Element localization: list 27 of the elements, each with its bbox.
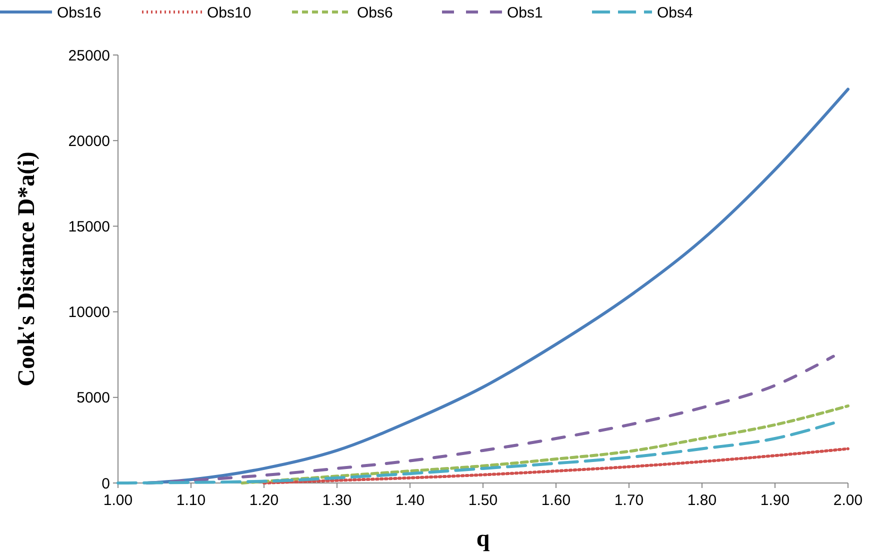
y-tick-label: 10000 (68, 304, 110, 322)
legend-label: Obs1 (507, 4, 543, 22)
y-tick-label: 20000 (68, 132, 110, 150)
line-series (240, 404, 850, 484)
x-tick-label: 1.90 (760, 492, 790, 509)
y-axis-title: Cook's Distance D*a(i) (14, 152, 40, 386)
y-tick-label: 15000 (68, 218, 110, 236)
y-tick-label: 0 (102, 475, 110, 492)
legend-label: Obs10 (207, 4, 252, 22)
line-series (116, 422, 835, 484)
x-tick-label: 1.40 (395, 492, 425, 509)
x-tick-label: 1.00 (103, 492, 133, 509)
x-tick-label: 1.20 (249, 492, 279, 509)
x-tick-label: 1.30 (322, 492, 352, 509)
legend-label: Obs16 (57, 4, 102, 22)
y-tick-label: 25000 (68, 47, 110, 64)
x-tick-label: 2.00 (833, 492, 863, 509)
legend-label: Obs4 (657, 4, 693, 22)
x-tick-label: 1.80 (687, 492, 717, 509)
x-tick-label: 1.70 (614, 492, 644, 509)
x-tick-label: 1.50 (468, 492, 498, 509)
x-tick-label: 1.60 (541, 492, 571, 509)
line-series (262, 447, 850, 484)
x-tick-label: 1.10 (176, 492, 206, 509)
y-tick-label: 5000 (76, 390, 110, 407)
x-axis-title: q (476, 526, 490, 552)
legend-label: Obs6 (357, 4, 393, 22)
